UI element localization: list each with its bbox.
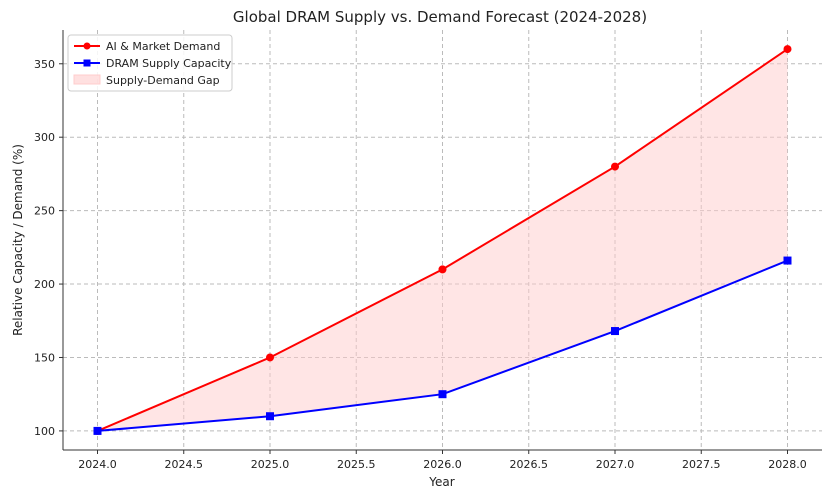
x-tick-label: 2024.5	[165, 458, 204, 471]
legend-supply-label: DRAM Supply Capacity	[106, 57, 232, 70]
legend-gap-swatch	[73, 74, 101, 85]
y-tick-label: 250	[34, 205, 55, 218]
y-tick-label: 350	[34, 58, 55, 71]
demand-point	[611, 162, 619, 171]
y-axis-label: Relative Capacity / Demand (%)	[11, 144, 25, 336]
y-tick-label: 300	[34, 131, 55, 144]
legend-supply-marker	[83, 59, 91, 67]
demand-point	[783, 45, 792, 54]
demand-point	[438, 265, 447, 274]
legend: AI & Market Demand DRAM Supply Capacity …	[67, 34, 233, 92]
supply-point	[266, 412, 274, 421]
x-tick-label: 2027.0	[596, 458, 635, 471]
x-tick-label: 2025.0	[251, 458, 290, 471]
supply-demand-gap-area	[97, 49, 788, 431]
x-tick-label: 2028.0	[768, 458, 807, 471]
supply-point	[783, 256, 792, 265]
chart-title: Global DRAM Supply vs. Demand Forecast (…	[233, 8, 647, 26]
x-tick-label: 2025.5	[337, 458, 376, 471]
x-tick-label: 2027.5	[682, 458, 721, 471]
legend-gap-label: Supply-Demand Gap	[106, 74, 220, 87]
supply-point	[93, 426, 102, 435]
legend-demand-marker	[83, 42, 91, 50]
supply-point	[611, 327, 619, 336]
x-axis-label: Year	[428, 475, 454, 489]
legend-demand-label: AI & Market Demand	[106, 40, 220, 53]
y-tick-label: 150	[34, 351, 55, 364]
x-tick-label: 2026.0	[423, 458, 462, 471]
demand-point	[266, 353, 274, 362]
supply-point	[438, 390, 447, 399]
y-tick-label: 200	[34, 278, 55, 291]
x-tick-label: 2026.5	[510, 458, 549, 471]
x-tick-label: 2024.0	[78, 458, 117, 471]
y-tick-label: 100	[34, 425, 55, 438]
